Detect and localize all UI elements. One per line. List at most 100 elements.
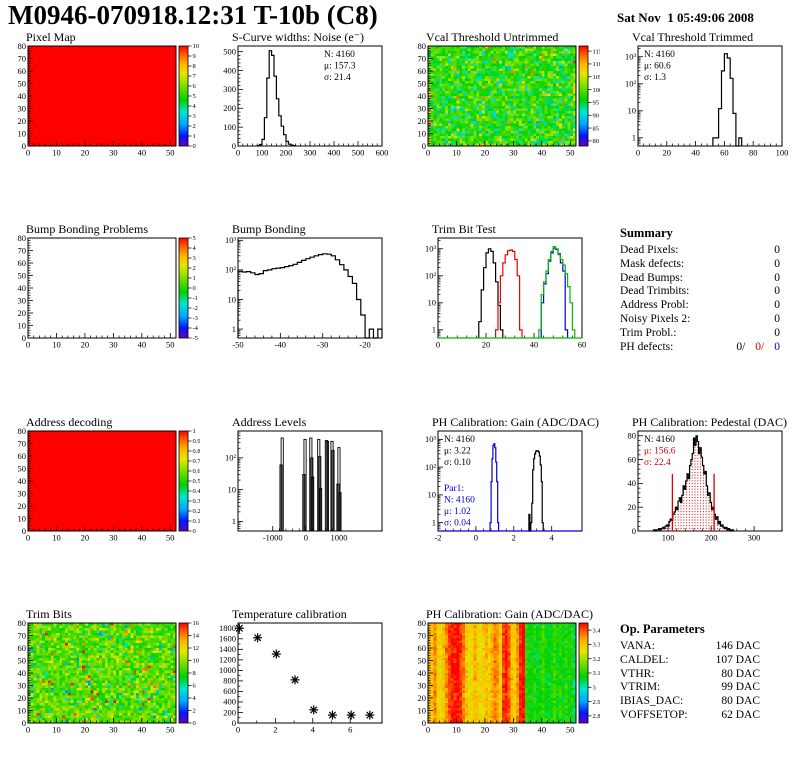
histogram-series bbox=[478, 248, 504, 338]
plot-vcal-trimmed: Vcal Threshold Trimmed 0 20 40 60 80 100 1 10 10… bbox=[604, 30, 796, 166]
tick-label: 300 bbox=[748, 533, 761, 543]
pixel-map-chart: 0 10 20 30 40 50 0 10 20 30 40 50 60 70 80 0 1 2 3 4 5 6 7 8 9 10 bbox=[18, 41, 200, 158]
panel-row-label: Noisy Pixels 2: bbox=[620, 312, 691, 325]
spike bbox=[338, 492, 342, 532]
colorbar-label: 0.3 bbox=[193, 498, 201, 505]
colorbar-label: 3.1 bbox=[593, 670, 601, 677]
tick-label: 60 bbox=[18, 643, 27, 653]
colorbar bbox=[178, 237, 189, 339]
histogram-series bbox=[712, 53, 743, 147]
data-point-marker bbox=[254, 634, 262, 642]
spike bbox=[280, 437, 284, 532]
tick-label: 300 bbox=[223, 84, 236, 94]
tick-label: 10 bbox=[628, 106, 637, 116]
tick-label: 80 bbox=[18, 41, 27, 51]
colorbar-label: 0.4 bbox=[193, 488, 201, 495]
colorbar-label: 0.6 bbox=[193, 468, 201, 475]
tick-label: 60 bbox=[418, 643, 427, 653]
tick-label: 10 bbox=[18, 128, 27, 138]
plot-scurve-noise: S-Curve widths: Noise (e⁻) 0 100 200 300 400… bbox=[204, 30, 400, 166]
tick-label: 60 bbox=[18, 451, 27, 461]
tick-label: 40 bbox=[18, 283, 27, 293]
tick-label: 30 bbox=[109, 725, 118, 735]
tick-label: 1 bbox=[432, 325, 436, 335]
plot-frame bbox=[237, 45, 383, 147]
tick-label: 50 bbox=[418, 78, 427, 88]
tick-label: 0 bbox=[26, 725, 30, 735]
tick-label: 80 bbox=[18, 618, 27, 628]
tick-label: 40 bbox=[628, 478, 637, 488]
panel-row-value: 0 bbox=[774, 271, 780, 284]
tick-label: 1 bbox=[632, 133, 636, 143]
tick-label: 0 bbox=[26, 148, 30, 158]
tick-label: 30 bbox=[18, 295, 27, 305]
tick-label: 80 bbox=[18, 426, 27, 436]
colorbar bbox=[178, 622, 189, 724]
tick-label: 10 bbox=[18, 513, 27, 523]
colorbar-label: 14 bbox=[193, 633, 200, 640]
colorbar-label: 80 bbox=[593, 138, 600, 145]
tick-label: 70 bbox=[18, 438, 27, 448]
stats-line: N: 4160 bbox=[644, 50, 675, 60]
tick-label: 100 bbox=[776, 148, 789, 158]
tick-label: 0 bbox=[236, 148, 240, 158]
colorbar-label: 4 bbox=[193, 245, 197, 252]
tick-label: 10² bbox=[425, 462, 437, 472]
tick-label: 50 bbox=[566, 725, 575, 735]
plot-frame bbox=[237, 622, 383, 724]
tick-label: 20 bbox=[81, 148, 90, 158]
tick-label: 0 bbox=[426, 148, 430, 158]
panel-row-value: 0 bbox=[774, 312, 780, 325]
tick-label: 40 bbox=[418, 91, 427, 101]
stats-line: N: 4160 bbox=[444, 496, 475, 506]
plot-frame bbox=[637, 45, 783, 147]
chart-title: Vcal Threshold Untrimmed bbox=[426, 30, 559, 44]
panel-row-label: PH defects: bbox=[620, 340, 674, 353]
colorbar-label: 105 bbox=[593, 74, 601, 81]
ph-defects-value: 0 bbox=[774, 340, 780, 353]
histogram-series bbox=[489, 443, 500, 532]
tick-label: 10 bbox=[228, 294, 237, 304]
colorbar-label: 3 bbox=[593, 684, 596, 691]
tick-label: 10 bbox=[228, 484, 237, 494]
tick-label: 50 bbox=[18, 78, 27, 88]
tick-label: 600 bbox=[223, 686, 236, 696]
chart-title: Pixel Map bbox=[26, 30, 76, 44]
tick-label: 10 bbox=[52, 533, 61, 543]
tick-label: 200 bbox=[705, 533, 718, 543]
colorbar bbox=[578, 622, 589, 724]
address-levels-chart: -1000 0 1000 1 10 10² bbox=[225, 430, 383, 543]
tick-label: 10 bbox=[52, 725, 61, 735]
tick-label: 1400 bbox=[219, 644, 236, 654]
plot-vcal-untrimmed: Vcal Threshold Untrimmed 0 10 20 30 40 50 0 10 2… bbox=[404, 30, 601, 166]
tick-label: 30 bbox=[109, 340, 118, 350]
plot-trim-bit-test: Trim Bit Test 0 20 40 60 1 10 10² 10³ bbox=[404, 222, 600, 358]
tick-label: 400 bbox=[223, 697, 236, 707]
stats-line: μ: 157.3 bbox=[324, 62, 356, 72]
bump-bonding-problems-chart: 0 10 20 30 40 50 0 10 20 30 40 50 60 70 80 -5 -4 -3 -2 -1 0 1… bbox=[18, 233, 199, 350]
panel-row-value: 0 bbox=[774, 257, 780, 270]
panel-row-value: 146 DAC bbox=[715, 640, 760, 652]
tick-label: 0 bbox=[422, 718, 426, 728]
tick-label: 2 bbox=[512, 533, 516, 543]
tick-label: 30 bbox=[18, 680, 27, 690]
tick-label: 20 bbox=[481, 148, 490, 158]
panel-row-label: IBIAS_DAC: bbox=[620, 695, 684, 708]
tick-label: 70 bbox=[18, 630, 27, 640]
tick-label: 40 bbox=[691, 148, 700, 158]
tick-label: 50 bbox=[166, 148, 175, 158]
colorbar-label: 1 bbox=[193, 275, 196, 282]
colorbar-label: 8 bbox=[193, 670, 196, 677]
tick-label: 70 bbox=[18, 245, 27, 255]
heatmap-cells bbox=[28, 46, 176, 146]
panel-row-label: Trim Probl.: bbox=[620, 326, 677, 339]
colorbar-label: 4 bbox=[193, 695, 197, 702]
tick-label: 4 bbox=[311, 725, 316, 735]
tick-label: 40 bbox=[138, 533, 147, 543]
tick-label: 10² bbox=[425, 271, 437, 281]
colorbar-label: 0.7 bbox=[193, 458, 201, 465]
chart-title: PH Calibration: Gain (ADC/DAC) bbox=[432, 415, 599, 429]
stats-line: μ: 60.6 bbox=[644, 62, 671, 72]
colorbar-label: -1 bbox=[193, 295, 198, 302]
vcal-untrimmed-chart: 0 10 20 30 40 50 0 10 20 30 40 50 60 70 80 80 85 90 95 100 1… bbox=[418, 41, 601, 158]
